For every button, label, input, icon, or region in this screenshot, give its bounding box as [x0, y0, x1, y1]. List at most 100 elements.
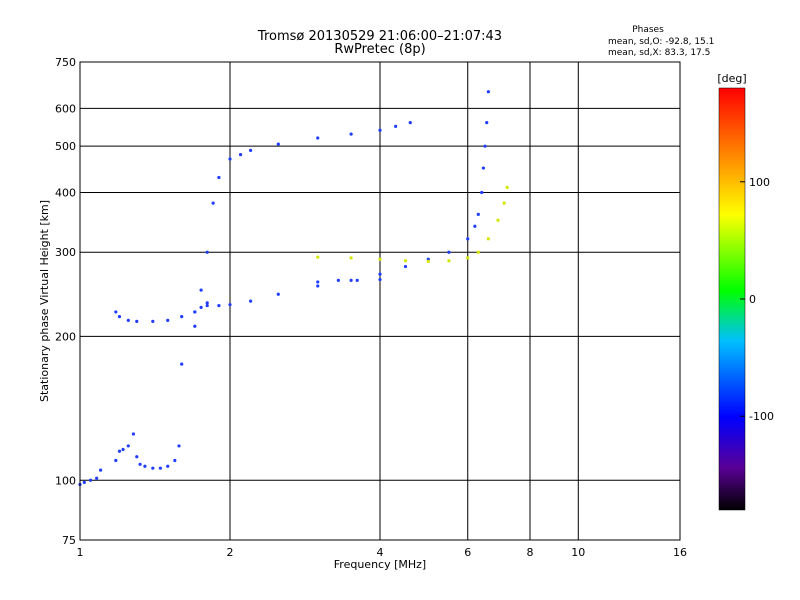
data-point	[502, 201, 506, 205]
data-point	[151, 466, 155, 470]
data-point	[316, 284, 320, 288]
y-tick-label: 100	[55, 474, 76, 487]
y-tick-label: 750	[55, 56, 76, 69]
data-point	[349, 132, 353, 136]
data-point	[143, 464, 147, 468]
data-point	[276, 142, 280, 146]
data-point	[473, 224, 477, 228]
data-point	[205, 303, 209, 308]
colorbar-label: [deg]	[717, 72, 746, 85]
data-point	[447, 259, 451, 263]
chart-title: Tromsø 20130529 21:06:00–21:07:43	[257, 29, 502, 44]
data-point	[173, 458, 177, 463]
y-tick-label: 600	[55, 102, 76, 115]
data-point	[199, 305, 203, 309]
data-point	[135, 455, 139, 459]
x-tick-labels: 1 2 4 6 8 10 16	[77, 546, 688, 559]
data-point	[480, 190, 484, 195]
data-point	[349, 278, 353, 282]
data-point	[355, 278, 359, 282]
x-tick-label: 2	[227, 546, 234, 559]
x-tick-label: 6	[464, 546, 471, 559]
x-axis-label: Frequency [MHz]	[334, 558, 426, 571]
data-point	[316, 280, 320, 284]
colorbar-ticks: 100 0 -100	[740, 176, 774, 423]
data-point	[394, 124, 398, 128]
x-tick-label: 16	[673, 546, 687, 559]
data-point	[378, 128, 382, 132]
data-point	[496, 218, 500, 222]
data-point	[205, 250, 209, 254]
colorbar-tick-label: 100	[749, 176, 770, 189]
x-tick-label: 1	[77, 546, 84, 559]
data-point	[138, 462, 142, 466]
x-tick-label: 10	[571, 546, 585, 559]
data-point	[486, 237, 490, 241]
data-point	[95, 476, 99, 480]
data-point	[476, 212, 480, 216]
data-point	[249, 299, 253, 303]
data-points	[78, 90, 509, 487]
data-point	[408, 121, 412, 125]
data-point	[447, 250, 451, 254]
chart-subtitle: RwPretec (8p)	[334, 42, 425, 57]
data-point	[505, 185, 509, 189]
plot-frame	[79, 61, 681, 541]
data-point	[217, 175, 221, 180]
data-point	[88, 478, 93, 482]
data-point	[249, 148, 253, 152]
x-tick-label: 4	[377, 546, 384, 559]
data-point	[228, 157, 232, 161]
phase-stats-o: mean, sd,O: -92.8, 15.1	[608, 37, 714, 47]
y-tick-label: 75	[62, 534, 76, 547]
data-point	[135, 319, 139, 323]
colorbar-tick-label: -100	[749, 410, 774, 423]
phase-stats-x: mean, sd,X: 83.3, 17.5	[608, 48, 710, 58]
data-point	[426, 259, 430, 264]
data-point	[99, 468, 103, 472]
data-point	[177, 444, 181, 448]
data-point	[349, 256, 353, 260]
data-point	[483, 144, 487, 148]
data-point	[217, 303, 221, 308]
data-point	[114, 458, 118, 463]
data-point	[238, 153, 243, 157]
x-tick-label: 8	[527, 546, 534, 559]
data-point	[403, 264, 408, 269]
data-point	[481, 166, 485, 170]
y-tick-label: 200	[55, 330, 76, 343]
data-point	[211, 201, 215, 205]
data-point	[193, 310, 197, 314]
data-point	[117, 315, 122, 319]
data-point	[466, 256, 470, 260]
data-point	[403, 259, 408, 263]
y-tick-label: 300	[55, 246, 76, 259]
data-point	[336, 278, 340, 282]
data-point	[316, 255, 320, 259]
data-point	[378, 277, 382, 282]
data-point	[476, 250, 480, 254]
data-point	[205, 301, 209, 305]
y-tick-labels: 75 100 200 300 400 500 600 750	[55, 56, 76, 547]
data-point	[131, 432, 136, 436]
data-point	[114, 310, 118, 314]
data-point	[193, 324, 197, 328]
data-point	[316, 136, 320, 140]
data-point	[151, 319, 155, 323]
y-tick-label: 400	[55, 186, 76, 199]
data-point	[82, 480, 86, 484]
grid-lines	[80, 62, 680, 540]
data-point	[166, 318, 170, 323]
data-point	[126, 444, 130, 448]
data-point	[180, 362, 184, 366]
data-point	[166, 464, 170, 468]
data-point	[121, 447, 125, 452]
data-point	[378, 272, 382, 276]
data-point	[466, 237, 470, 241]
phase-stats-heading: Phases	[632, 25, 664, 35]
data-point	[485, 121, 489, 125]
y-tick-label: 500	[55, 140, 76, 153]
data-point	[199, 288, 203, 292]
data-point	[126, 318, 130, 323]
